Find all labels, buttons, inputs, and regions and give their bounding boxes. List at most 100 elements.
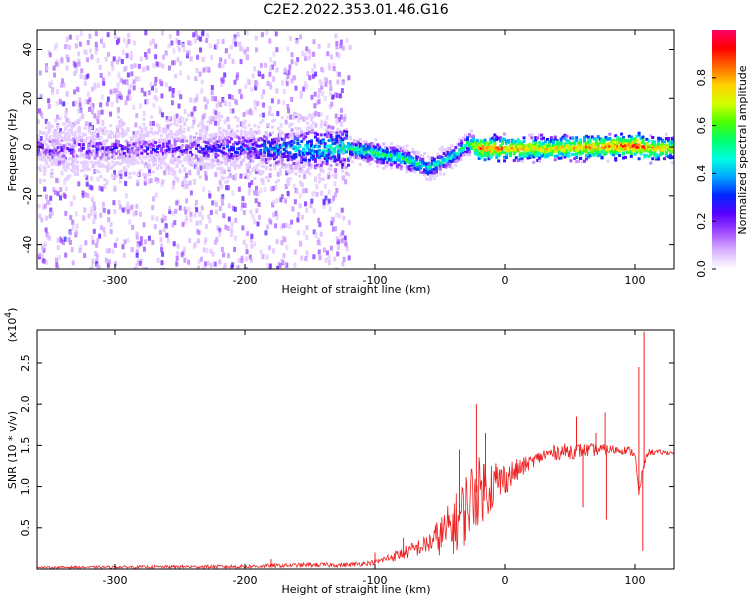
spectrogram-noise-cell bbox=[143, 180, 147, 186]
spectrogram-ridge-cell bbox=[167, 145, 171, 149]
spectrogram-noise-cell bbox=[55, 100, 59, 106]
spectrogram-ridge-cell bbox=[347, 173, 351, 177]
spectrogram-ridge-cell bbox=[670, 161, 674, 165]
spectrogram-ridge-cell bbox=[193, 136, 196, 140]
spectrogram-ridge-cell bbox=[87, 167, 91, 171]
spectrogram-ridge-cell bbox=[354, 143, 358, 147]
spectrogram-noise-cell bbox=[245, 109, 249, 115]
spectrogram-ridge-cell bbox=[376, 143, 380, 147]
spectrogram-noise-cell bbox=[131, 224, 135, 230]
spectrogram-noise-cell bbox=[94, 31, 98, 37]
spectrogram-ridge-cell bbox=[528, 133, 532, 137]
spectrogram-noise-cell bbox=[112, 200, 116, 206]
spectrogram-ridge-cell bbox=[46, 164, 50, 168]
spectrogram-ridge-cell bbox=[64, 159, 68, 163]
spectrogram-ridge-cell bbox=[294, 112, 298, 116]
spectrogram-noise-cell bbox=[105, 101, 109, 107]
spectrogram-noise-cell bbox=[311, 146, 315, 152]
spectrogram-noise-cell bbox=[164, 50, 168, 56]
spectrogram-ridge-cell bbox=[173, 158, 177, 162]
spectrogram-ridge-cell bbox=[559, 156, 563, 160]
spectrogram-ridge-cell bbox=[374, 138, 378, 142]
spectrogram-ridge-cell bbox=[200, 127, 204, 131]
spectrogram-noise-cell bbox=[53, 189, 57, 195]
spectrogram-ridge-cell bbox=[477, 153, 481, 157]
spectrogram-ridge-cell bbox=[612, 139, 616, 143]
spectrogram-noise-cell bbox=[65, 43, 69, 49]
spectrogram-noise-cell bbox=[40, 217, 44, 223]
spectrogram-ridge-cell bbox=[155, 153, 159, 157]
spectrogram-noise-cell bbox=[63, 193, 67, 199]
spectrogram-ridge-cell bbox=[586, 151, 590, 155]
spectrogram-ridge-cell bbox=[460, 139, 464, 143]
spectrogram-ridge-cell bbox=[339, 143, 343, 147]
spectrogram-ridge-cell bbox=[103, 142, 107, 146]
spectrogram-ridge-cell bbox=[155, 123, 159, 127]
spectrogram-ridge-cell bbox=[214, 155, 218, 159]
spectrogram-noise-cell bbox=[173, 114, 177, 120]
spectrogram-noise-cell bbox=[250, 180, 254, 186]
spectrogram-ridge-cell bbox=[185, 118, 189, 122]
spectrogram-noise-cell bbox=[227, 53, 231, 59]
spectrogram-ridge-cell bbox=[68, 138, 72, 142]
spectrogram-ridge-cell bbox=[508, 146, 512, 150]
spectrogram-ridge-cell bbox=[618, 146, 622, 150]
spectrogram-ridge-cell bbox=[501, 150, 505, 154]
spectrogram-ridge-cell bbox=[544, 145, 547, 149]
spectrogram-noise-cell bbox=[301, 188, 305, 194]
spectrogram-ridge-cell bbox=[485, 153, 489, 157]
spectrogram-ridge-cell bbox=[579, 150, 583, 154]
spectrogram-ridge-cell bbox=[54, 130, 58, 134]
spectrogram-ridge-cell bbox=[571, 152, 575, 156]
spectrogram-ridge-cell bbox=[79, 149, 83, 153]
spectrogram-ridge-cell bbox=[302, 147, 306, 151]
spectrogram-noise-cell bbox=[78, 41, 82, 47]
spectrogram-ridge-cell bbox=[198, 129, 202, 133]
spectrogram-ridge-cell bbox=[473, 141, 477, 145]
spectrogram-ridge-cell bbox=[251, 134, 255, 138]
spectrogram-ridge-cell bbox=[118, 180, 122, 184]
spectrogram-ridge-cell bbox=[631, 142, 635, 146]
spectrogram-ridge-cell bbox=[40, 158, 44, 162]
spectrogram-ridge-cell bbox=[538, 152, 542, 156]
spectrogram-ridge-cell bbox=[382, 161, 386, 165]
spectrogram-ridge-cell bbox=[253, 156, 257, 160]
spectrogram-ridge-cell bbox=[397, 145, 401, 149]
spectrogram-noise-cell bbox=[190, 111, 194, 117]
spectrogram-noise-cell bbox=[336, 127, 340, 133]
spectrogram-ridge-cell bbox=[157, 163, 161, 167]
spectrogram-noise-cell bbox=[231, 108, 235, 114]
spectrogram-ridge-cell bbox=[52, 153, 56, 157]
spectrogram-noise-cell bbox=[274, 184, 278, 190]
spectrogram-noise-cell bbox=[272, 199, 276, 205]
spectrogram-noise-cell bbox=[154, 192, 158, 198]
spectrogram-ridge-cell bbox=[376, 157, 380, 161]
spectrogram-ridge-cell bbox=[103, 126, 107, 130]
spectrogram-ridge-cell bbox=[428, 176, 432, 180]
spectrogram-noise-cell bbox=[116, 94, 120, 100]
spectrogram-noise-cell bbox=[256, 101, 260, 107]
spectrogram-noise-cell bbox=[188, 180, 192, 186]
spectrogram-noise-cell bbox=[122, 79, 126, 85]
spectrogram-ridge-cell bbox=[52, 158, 56, 162]
spectrogram-ridge-cell bbox=[329, 130, 333, 134]
spectrogram-ridge-cell bbox=[618, 137, 622, 141]
spectrogram-ridge-cell bbox=[327, 156, 331, 160]
spectrogram-ridge-cell bbox=[376, 164, 380, 168]
spectrogram-ridge-cell bbox=[620, 139, 624, 143]
spectrogram-ridge-cell bbox=[99, 174, 103, 178]
spectrogram-ridge-cell bbox=[77, 134, 81, 138]
spectrogram-x-tick-label: -200 bbox=[233, 274, 258, 287]
spectrogram-ridge-cell bbox=[327, 167, 331, 171]
spectrogram-noise-cell bbox=[242, 239, 246, 245]
spectrogram-ridge-cell bbox=[103, 155, 107, 159]
spectrogram-ridge-cell bbox=[173, 132, 177, 136]
spectrogram-noise-cell bbox=[230, 227, 234, 233]
spectrogram-ridge-cell bbox=[343, 129, 347, 133]
spectrogram-ridge-cell bbox=[249, 146, 253, 150]
spectrogram-ridge-cell bbox=[38, 130, 42, 134]
spectrogram-ridge-cell bbox=[407, 151, 411, 155]
spectrogram-ridge-cell bbox=[44, 135, 48, 139]
spectrogram-ridge-cell bbox=[116, 140, 120, 144]
spectrogram-ridge-cell bbox=[370, 141, 374, 145]
